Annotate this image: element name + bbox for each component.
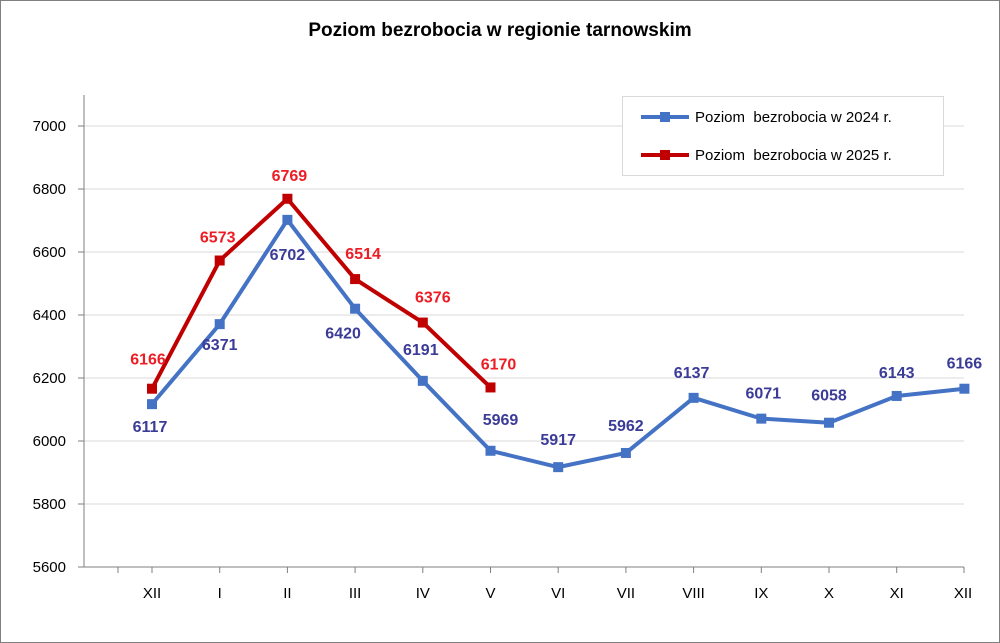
x-tick-label: VIII bbox=[682, 585, 705, 602]
data-point-2024 bbox=[553, 462, 564, 473]
y-tick-label: 5800 bbox=[33, 496, 66, 513]
data-point-2025 bbox=[417, 317, 428, 328]
y-tick-label: 6000 bbox=[33, 433, 66, 450]
legend-marker-2025 bbox=[641, 150, 689, 160]
y-tick-label: 6800 bbox=[33, 181, 66, 198]
data-point-2024 bbox=[959, 383, 970, 394]
data-label-2024: 6702 bbox=[270, 247, 306, 264]
y-tick-label: 6400 bbox=[33, 307, 66, 324]
x-tick-label: XII bbox=[143, 585, 161, 602]
data-point-2024 bbox=[350, 303, 361, 314]
x-tick-label: VII bbox=[617, 585, 635, 602]
data-label-2024: 5962 bbox=[608, 418, 644, 435]
chart-title: Poziom bezrobocia w regionie tarnowskim bbox=[308, 20, 692, 41]
data-label-2025: 6376 bbox=[415, 290, 451, 307]
legend-item-2025: Poziom bezrobocia w 2025 r. bbox=[641, 145, 892, 165]
x-tick-label: XII bbox=[954, 585, 972, 602]
data-point-2024 bbox=[688, 392, 699, 403]
data-point-2024 bbox=[282, 214, 293, 225]
x-tick-label: III bbox=[349, 585, 362, 602]
data-label-2024: 6058 bbox=[811, 388, 847, 405]
y-tick-label: 6200 bbox=[33, 370, 66, 387]
data-point-2024 bbox=[824, 417, 834, 428]
data-label-2025: 6514 bbox=[345, 246, 381, 263]
data-label-2024: 6071 bbox=[746, 386, 782, 403]
data-point-2024 bbox=[756, 413, 767, 424]
data-point-2024 bbox=[891, 390, 902, 401]
legend-label-2025: Poziom bezrobocia w 2025 r. bbox=[695, 146, 892, 164]
data-label-2024: 6371 bbox=[202, 337, 238, 354]
x-tick-label: VI bbox=[551, 585, 565, 602]
legend: Poziom bezrobocia w 2024 r. Poziom bezro… bbox=[622, 96, 944, 176]
data-point-2025 bbox=[350, 274, 361, 285]
legend-marker-2024 bbox=[641, 112, 689, 122]
data-label-2024: 5969 bbox=[483, 412, 519, 429]
legend-label-2024: Poziom bezrobocia w 2024 r. bbox=[695, 108, 892, 126]
data-label-2025: 6166 bbox=[130, 352, 166, 369]
data-point-2024 bbox=[147, 399, 157, 410]
data-point-2024 bbox=[417, 375, 428, 386]
data-point-2024 bbox=[485, 445, 496, 456]
data-point-2025 bbox=[485, 382, 496, 393]
data-label-2024: 6143 bbox=[879, 365, 915, 382]
x-tick-label: II bbox=[283, 585, 291, 602]
legend-item-2024: Poziom bezrobocia w 2024 r. bbox=[641, 107, 892, 127]
data-label-2024: 6117 bbox=[133, 419, 168, 436]
data-point-2024 bbox=[620, 447, 631, 458]
x-tick-label: I bbox=[218, 585, 222, 602]
data-label-2024: 6191 bbox=[403, 342, 439, 359]
data-label-2025: 6573 bbox=[200, 230, 236, 247]
data-label-2025: 6769 bbox=[272, 168, 308, 185]
x-tick-label: X bbox=[824, 585, 834, 602]
data-point-2024 bbox=[214, 319, 225, 330]
x-tick-label: IV bbox=[416, 585, 430, 602]
data-point-2025 bbox=[282, 193, 293, 204]
data-label-2024: 6166 bbox=[947, 356, 983, 373]
series-line-2025 bbox=[150, 196, 492, 390]
y-tick-label: 6600 bbox=[33, 244, 66, 261]
x-tick-label: IX bbox=[754, 585, 768, 602]
x-tick-label: V bbox=[485, 585, 495, 602]
y-tick-label: 5600 bbox=[33, 559, 66, 576]
data-label-2025: 6170 bbox=[481, 356, 517, 373]
data-point-2025 bbox=[214, 255, 225, 266]
data-label-2024: 6137 bbox=[674, 365, 710, 382]
x-tick-label: XI bbox=[890, 585, 904, 602]
data-label-2024: 5917 bbox=[540, 432, 576, 449]
y-tick-label: 7000 bbox=[33, 118, 66, 135]
data-label-2024: 6420 bbox=[325, 326, 361, 343]
data-point-2025 bbox=[147, 383, 157, 394]
